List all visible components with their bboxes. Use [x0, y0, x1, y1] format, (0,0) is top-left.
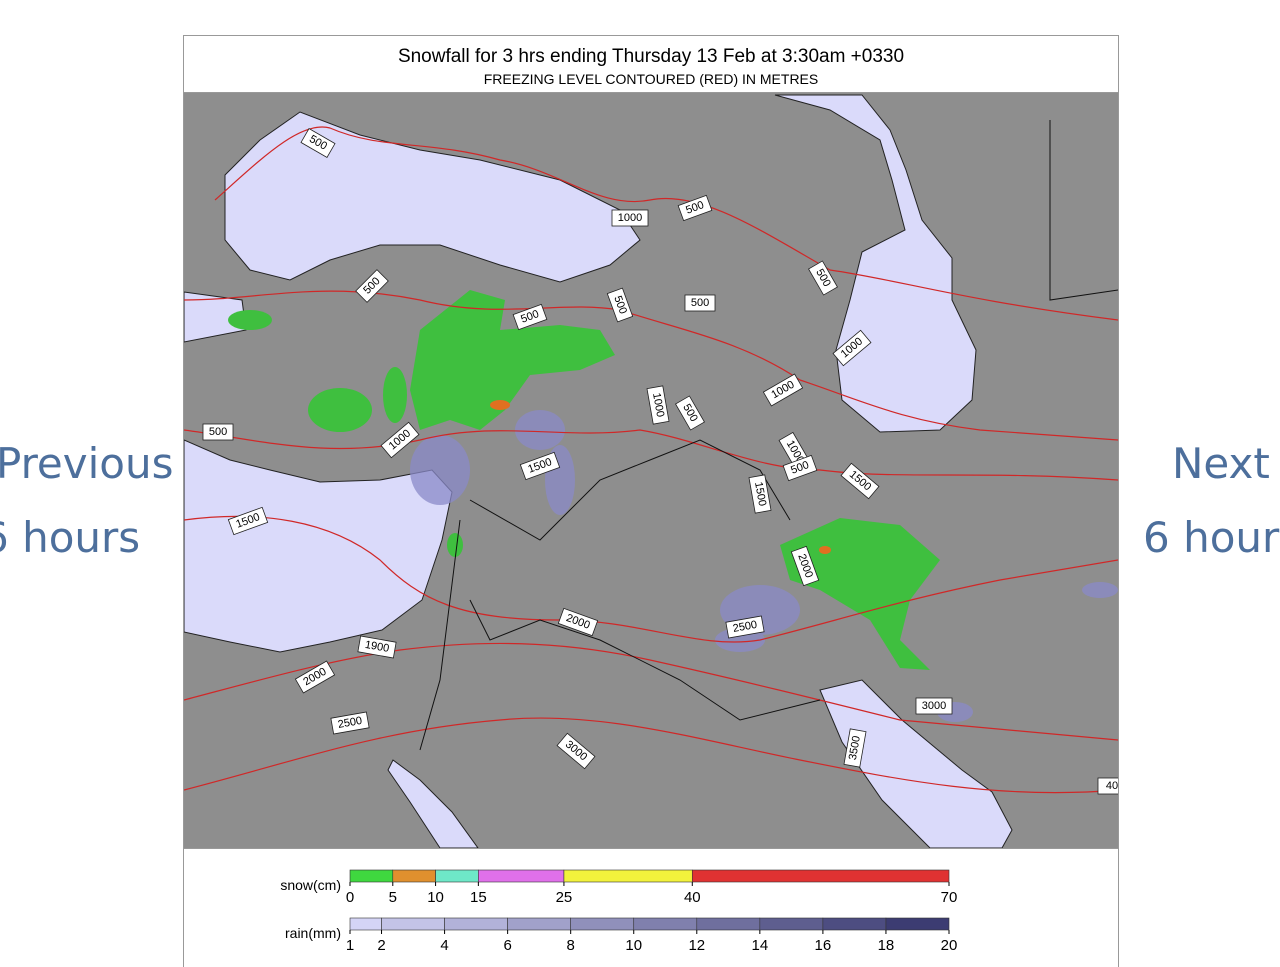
contour-label: 3000: [922, 700, 946, 712]
contour-label: 500: [611, 294, 629, 315]
snow-tick-label: 40: [684, 889, 701, 906]
borders: [419, 120, 1118, 751]
rain-segment: [633, 917, 698, 931]
nav-next-line2[interactable]: 6 hours: [1143, 513, 1280, 562]
rain-tick-label: 6: [503, 937, 511, 954]
snow-segment: [392, 869, 436, 883]
contour-label: 500: [209, 426, 227, 438]
rain-segment: [444, 917, 508, 931]
snow-tick-label: 25: [556, 889, 573, 906]
nav-previous-line2[interactable]: 6 hours: [0, 513, 140, 562]
rain-legend-label: rain(mm): [285, 925, 341, 941]
contour-label: 500: [691, 297, 709, 309]
rain-segment: [349, 917, 382, 931]
contour-label: 1000: [650, 392, 666, 418]
snow-legend-label: snow(cm): [280, 877, 341, 893]
map-title: Snowfall for 3 hrs ending Thursday 13 Fe…: [398, 46, 904, 67]
rain-tick-label: 1: [346, 937, 354, 954]
rain-tick-label: 12: [688, 937, 705, 954]
rain-segment: [570, 917, 635, 931]
rain-segment: [507, 917, 571, 931]
contour-label: 40: [1106, 780, 1118, 792]
contour-label: 2500: [337, 715, 363, 731]
contour-label: 1500: [752, 481, 768, 507]
rain-tick-label: 4: [440, 937, 448, 954]
snow-segment: [435, 869, 479, 883]
rain-segment: [381, 917, 445, 931]
rain-tick-label: 14: [751, 937, 768, 954]
snow-segment: [691, 869, 950, 883]
snow-areas: [228, 290, 940, 670]
title-box: [183, 35, 1119, 93]
snow-tick-label: 5: [389, 889, 397, 906]
snow-tick-label: 0: [346, 889, 354, 906]
contour-label: 500: [519, 308, 540, 326]
rain-tick-label: 20: [941, 937, 958, 954]
nav-next-line1[interactable]: Next: [1172, 439, 1270, 488]
contour-label: 500: [684, 199, 705, 217]
snow-tick-label: 10: [427, 889, 444, 906]
contour-labels: 500 1000 500 500 500 500 500 500 1000 10…: [202, 128, 1118, 795]
map: 500 1000 500 500 500 500 500 500 1000 10…: [184, 92, 1118, 848]
snow-segment: [563, 869, 693, 883]
nav-previous[interactable]: Previous 6 hours: [0, 439, 174, 562]
legend: 0 5 10 15 25 40 701 2 4 6 8 10 12 14 16 18 20: [346, 869, 958, 954]
rain-segment: [696, 917, 761, 931]
contour-label: 3500: [847, 735, 863, 761]
rain-tick-label: 2: [377, 937, 385, 954]
snow-tick-label: 70: [941, 889, 958, 906]
rain-segment: [885, 917, 950, 931]
map-subtitle: FREEZING LEVEL CONTOURED (RED) IN METRES: [484, 71, 818, 87]
contour-label: 1000: [618, 212, 642, 224]
snow-heavy: [490, 400, 831, 554]
rain-tick-label: 18: [878, 937, 895, 954]
rain-tick-label: 10: [625, 937, 642, 954]
rain-tick-label: 16: [815, 937, 832, 954]
snow-segment: [478, 869, 565, 883]
contour-label: 1900: [364, 639, 390, 655]
rain-tick-label: 8: [567, 937, 575, 954]
nav-previous-line1[interactable]: Previous: [0, 439, 174, 488]
rain-segment: [822, 917, 887, 931]
contour-label: 2500: [732, 619, 758, 635]
snow-segment: [349, 869, 394, 883]
nav-next[interactable]: Next 6 hours: [1143, 439, 1280, 562]
rain-segment: [759, 917, 824, 931]
snow-tick-label: 15: [470, 889, 487, 906]
legend-box: [183, 848, 1119, 967]
contour-label: 500: [789, 459, 810, 477]
